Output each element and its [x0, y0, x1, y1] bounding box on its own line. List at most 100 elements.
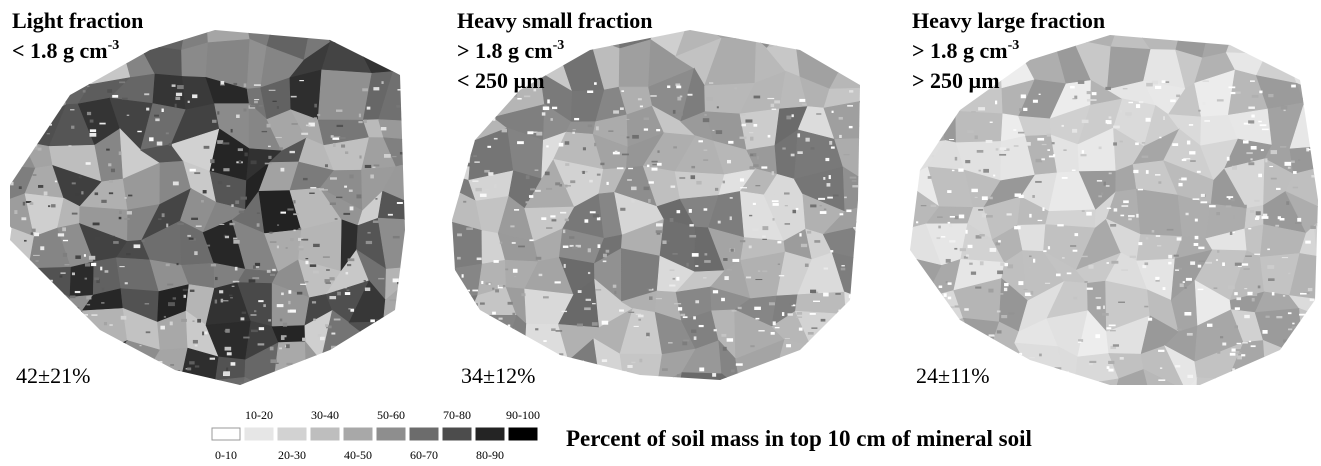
map-speckle — [452, 248, 453, 252]
map-speckle — [59, 275, 63, 278]
map-speckle — [807, 332, 814, 335]
map-speckle — [771, 108, 777, 110]
map-speckle — [329, 277, 335, 281]
map-speckle — [86, 85, 90, 88]
map-speckle — [954, 247, 958, 250]
map-speckle — [750, 136, 754, 141]
map-speckle — [457, 233, 462, 237]
map-speckle — [712, 373, 717, 377]
map-speckle — [735, 363, 743, 366]
map-speckle — [168, 302, 175, 307]
map-speckle — [1000, 262, 1006, 266]
map-speckle — [64, 264, 70, 266]
map-speckle — [305, 281, 309, 283]
map-speckle — [1288, 328, 1293, 331]
map-speckle — [154, 114, 159, 117]
map-speckle — [552, 106, 558, 110]
map-speckle — [1247, 171, 1253, 174]
map-speckle — [512, 312, 516, 316]
map-speckle — [752, 228, 759, 231]
map-speckle — [1316, 161, 1318, 165]
map-speckle — [306, 378, 310, 382]
map-speckle — [276, 304, 284, 308]
map-speckle — [25, 281, 31, 285]
map-speckle — [305, 258, 309, 260]
map-speckle — [545, 187, 553, 190]
map-speckle — [541, 388, 545, 390]
map-cell — [379, 343, 405, 385]
map-speckle — [83, 323, 90, 325]
panel-title: > 250 µm — [912, 68, 1000, 93]
map-speckle — [637, 98, 642, 101]
map-speckle — [768, 302, 775, 306]
map-cell — [1143, 368, 1187, 385]
legend-swatch — [409, 427, 439, 441]
map-speckle — [830, 146, 835, 149]
map-cell — [272, 341, 307, 385]
map-speckle — [1114, 388, 1116, 391]
map-cell — [1136, 188, 1183, 237]
map-cell — [1225, 35, 1276, 55]
map-speckle — [982, 237, 989, 240]
map-speckle — [286, 344, 290, 349]
map-speckle — [588, 380, 590, 382]
map-speckle — [230, 128, 233, 133]
map-speckle — [68, 145, 72, 147]
map-speckle — [1254, 217, 1259, 220]
map-speckle — [253, 310, 257, 313]
map-speckle — [799, 98, 806, 102]
map-speckle — [214, 299, 218, 304]
map-speckle — [1126, 114, 1131, 118]
map-speckle — [727, 377, 734, 380]
map-speckle — [806, 230, 812, 234]
map-speckle — [1217, 350, 1221, 354]
map-speckle — [189, 168, 196, 172]
map-speckle — [1259, 124, 1267, 127]
map-speckle — [762, 238, 767, 240]
map-speckle — [160, 325, 165, 330]
map-speckle — [823, 177, 826, 180]
map-speckle — [843, 153, 850, 156]
map-cell — [1074, 406, 1112, 452]
panel-title: < 1.8 g cm-3 — [12, 38, 119, 63]
map-speckle — [34, 232, 40, 237]
map-speckle — [810, 147, 815, 150]
map-speckle — [161, 108, 164, 113]
map-speckle — [255, 264, 259, 268]
map-speckle — [514, 209, 520, 211]
map-speckle — [933, 109, 936, 111]
map-speckle — [767, 362, 773, 366]
map-speckle — [348, 189, 353, 192]
map-speckle — [676, 85, 682, 89]
map-speckle — [1032, 195, 1035, 198]
map-speckle — [1280, 105, 1288, 110]
map-speckle — [17, 334, 22, 337]
map-speckle — [372, 166, 376, 168]
map-speckle — [1080, 154, 1087, 157]
map-speckle — [758, 330, 765, 332]
map-speckle — [939, 324, 944, 329]
map-speckle — [222, 300, 229, 302]
map-cell — [1227, 378, 1268, 385]
map-speckle — [82, 314, 89, 316]
map-speckle — [954, 305, 960, 308]
map-speckle — [828, 175, 831, 180]
legend-title: Percent of soil mass in top 10 cm of min… — [566, 426, 1032, 451]
map-speckle — [54, 180, 57, 183]
map-speckle — [282, 322, 288, 327]
map-speckle — [1081, 255, 1088, 258]
map-speckle — [1023, 107, 1028, 111]
map-speckle — [613, 110, 619, 114]
map-speckle — [940, 94, 944, 98]
map-speckle — [1137, 188, 1144, 191]
map-speckle — [464, 162, 471, 167]
map-speckle — [823, 292, 829, 297]
map-speckle — [978, 169, 981, 172]
map-cell — [306, 382, 336, 385]
map-speckle — [755, 279, 763, 281]
map-speckle — [755, 317, 760, 320]
map-speckle — [1014, 226, 1021, 230]
map-speckle — [507, 301, 513, 305]
map-speckle — [202, 190, 207, 194]
map-speckle — [578, 360, 585, 365]
